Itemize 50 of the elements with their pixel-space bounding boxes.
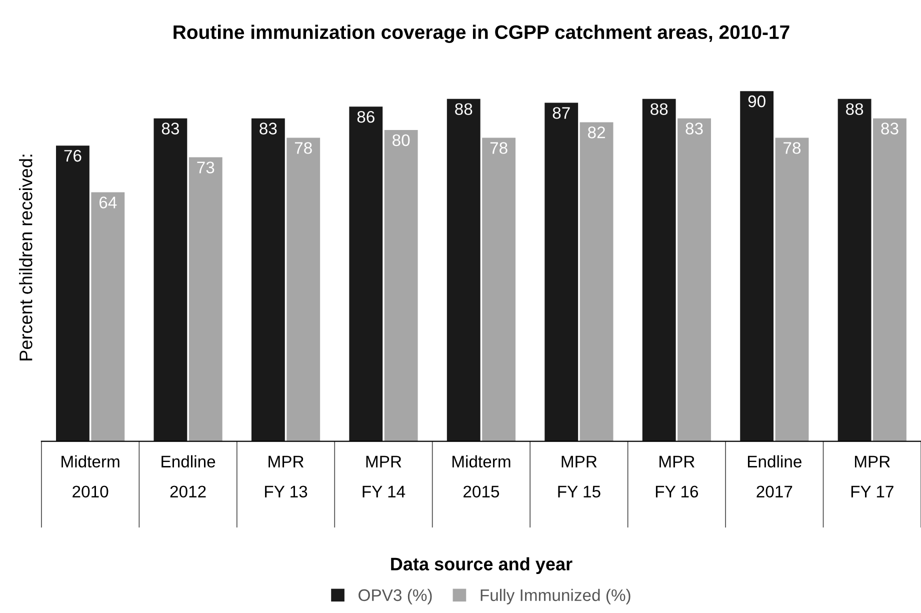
x-tick-label: Midterm 2015 [452,455,510,498]
data-label: 64 [99,196,117,208]
bar [482,138,516,442]
data-label: 73 [197,162,214,174]
bar [642,98,676,442]
data-label: 90 [748,95,766,108]
data-label: 83 [260,122,277,134]
data-label: 83 [162,122,179,134]
bar [446,98,480,442]
bar [91,192,125,442]
chart-title: Routine immunization coverage in CGPP catchment areas, 2010-17 [174,24,790,43]
bar [544,102,578,442]
x-axis-title: Data source and year [391,557,572,574]
data-label: 83 [686,122,703,134]
x-tick-label: Endline 2017 [748,455,802,498]
x-tick-label: Endline 2012 [162,455,216,498]
data-label: 88 [846,103,864,115]
bar [286,138,320,442]
x-tick-label: MPR FY 15 [558,456,600,498]
data-label: 83 [881,122,898,134]
data-label: 78 [490,142,508,154]
bar [56,146,90,442]
legend-label: Fully Immunized (%) [480,588,630,604]
bar [775,138,809,442]
data-label: 88 [455,103,472,115]
bar [678,118,711,442]
y-axis-title: Percent children received: [19,154,32,360]
data-label: 76 [64,150,82,162]
data-label: 87 [552,107,570,119]
data-label: 78 [294,142,312,154]
legend-label: OPV3 (%) [358,588,432,604]
bar [873,118,906,442]
x-tick-label: Midterm 2010 [62,455,120,498]
x-tick-label: MPR FY 16 [656,456,698,498]
bar [188,157,222,442]
data-label: 78 [784,142,801,154]
bar [384,130,418,442]
bar [838,98,872,442]
x-tick-label: MPR FY 13 [265,456,308,498]
bar [251,118,285,442]
x-tick-label: MPR FY 14 [362,456,406,498]
x-tick-label: MPR FY 17 [851,456,894,498]
data-label: 88 [650,103,668,115]
bar [349,106,383,442]
bar [740,91,774,442]
data-label: 82 [588,126,605,138]
data-label: 86 [357,110,374,123]
data-label: 80 [392,134,410,146]
bar [154,118,188,442]
bar [580,122,614,442]
